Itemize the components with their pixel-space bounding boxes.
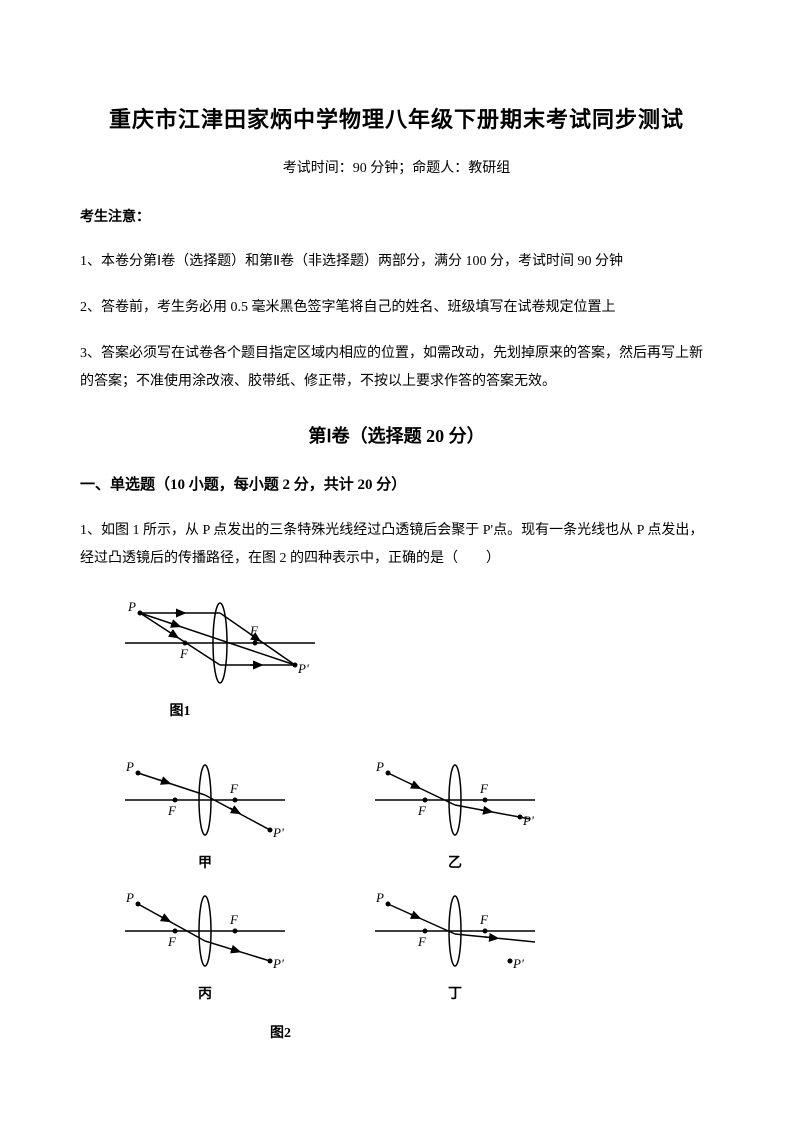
svg-text:F: F bbox=[167, 803, 177, 818]
svg-text:F: F bbox=[417, 934, 427, 949]
svg-text:P: P bbox=[125, 890, 134, 905]
notice-header: 考生注意： bbox=[80, 205, 713, 230]
svg-text:F: F bbox=[417, 803, 427, 818]
option-jia: F F P P' 甲 bbox=[120, 755, 290, 876]
notice-item-2: 2、答卷前，考生务必用 0.5 毫米黑色签字笔将自己的姓名、班级填写在试卷规定位… bbox=[80, 294, 713, 322]
option-bing-label: 丙 bbox=[120, 982, 290, 1007]
subtitle: 考试时间：90 分钟；命题人：教研组 bbox=[80, 156, 713, 181]
figure-1-svg: F F P P' bbox=[120, 593, 320, 693]
option-bing-svg: F F P P' bbox=[120, 886, 290, 976]
figure-2-label: 图2 bbox=[270, 1021, 713, 1046]
svg-text:F: F bbox=[167, 934, 177, 949]
page-title: 重庆市江津田家炳中学物理八年级下册期末考试同步测试 bbox=[80, 100, 713, 140]
svg-text:F: F bbox=[229, 912, 239, 927]
svg-text:P': P' bbox=[272, 825, 284, 840]
figure-container: F F P P' 图1 bbox=[120, 593, 713, 1046]
figure-2: F F P P' 甲 bbox=[120, 755, 713, 1047]
figure-1: F F P P' 图1 bbox=[120, 593, 713, 724]
subsection-title: 一、单选题（10 小题，每小题 2 分，共计 20 分） bbox=[80, 472, 713, 499]
option-yi: F F P P' 乙 bbox=[370, 755, 540, 876]
svg-text:P': P' bbox=[272, 956, 284, 971]
option-bing: F F P P' 丙 bbox=[120, 886, 290, 1007]
svg-text:P': P' bbox=[522, 813, 534, 828]
section-title: 第Ⅰ卷（选择题 20 分） bbox=[80, 420, 713, 452]
p-label: P bbox=[127, 599, 136, 614]
svg-text:F: F bbox=[479, 781, 489, 796]
svg-text:P: P bbox=[375, 890, 384, 905]
notice-item-1: 1、本卷分第Ⅰ卷（选择题）和第Ⅱ卷（非选择题）两部分，满分 100 分，考试时间… bbox=[80, 248, 713, 276]
notice-item-3: 3、答案必须写在试卷各个题目指定区域内相应的位置，如需改动，先划掉原来的答案，然… bbox=[80, 340, 713, 396]
option-yi-label: 乙 bbox=[370, 851, 540, 876]
svg-text:P: P bbox=[125, 759, 134, 774]
option-jia-svg: F F P P' bbox=[120, 755, 290, 845]
option-ding-label: 丁 bbox=[370, 982, 540, 1007]
question-1: 1、如图 1 所示，从 P 点发出的三条特殊光线经过凸透镜后会聚于 P'点。现有… bbox=[80, 517, 713, 573]
svg-text:P: P bbox=[375, 759, 384, 774]
figure-1-label: 图1 bbox=[80, 699, 280, 724]
svg-text:F: F bbox=[229, 781, 239, 796]
svg-text:F: F bbox=[479, 912, 489, 927]
option-jia-label: 甲 bbox=[120, 851, 290, 876]
option-yi-svg: F F P P' bbox=[370, 755, 540, 845]
f-left-label: F bbox=[179, 646, 189, 661]
pprime-label: P' bbox=[297, 661, 309, 676]
option-ding-svg: F F P P' bbox=[370, 886, 540, 976]
option-ding: F F P P' 丁 bbox=[370, 886, 540, 1007]
svg-text:P': P' bbox=[512, 956, 524, 971]
